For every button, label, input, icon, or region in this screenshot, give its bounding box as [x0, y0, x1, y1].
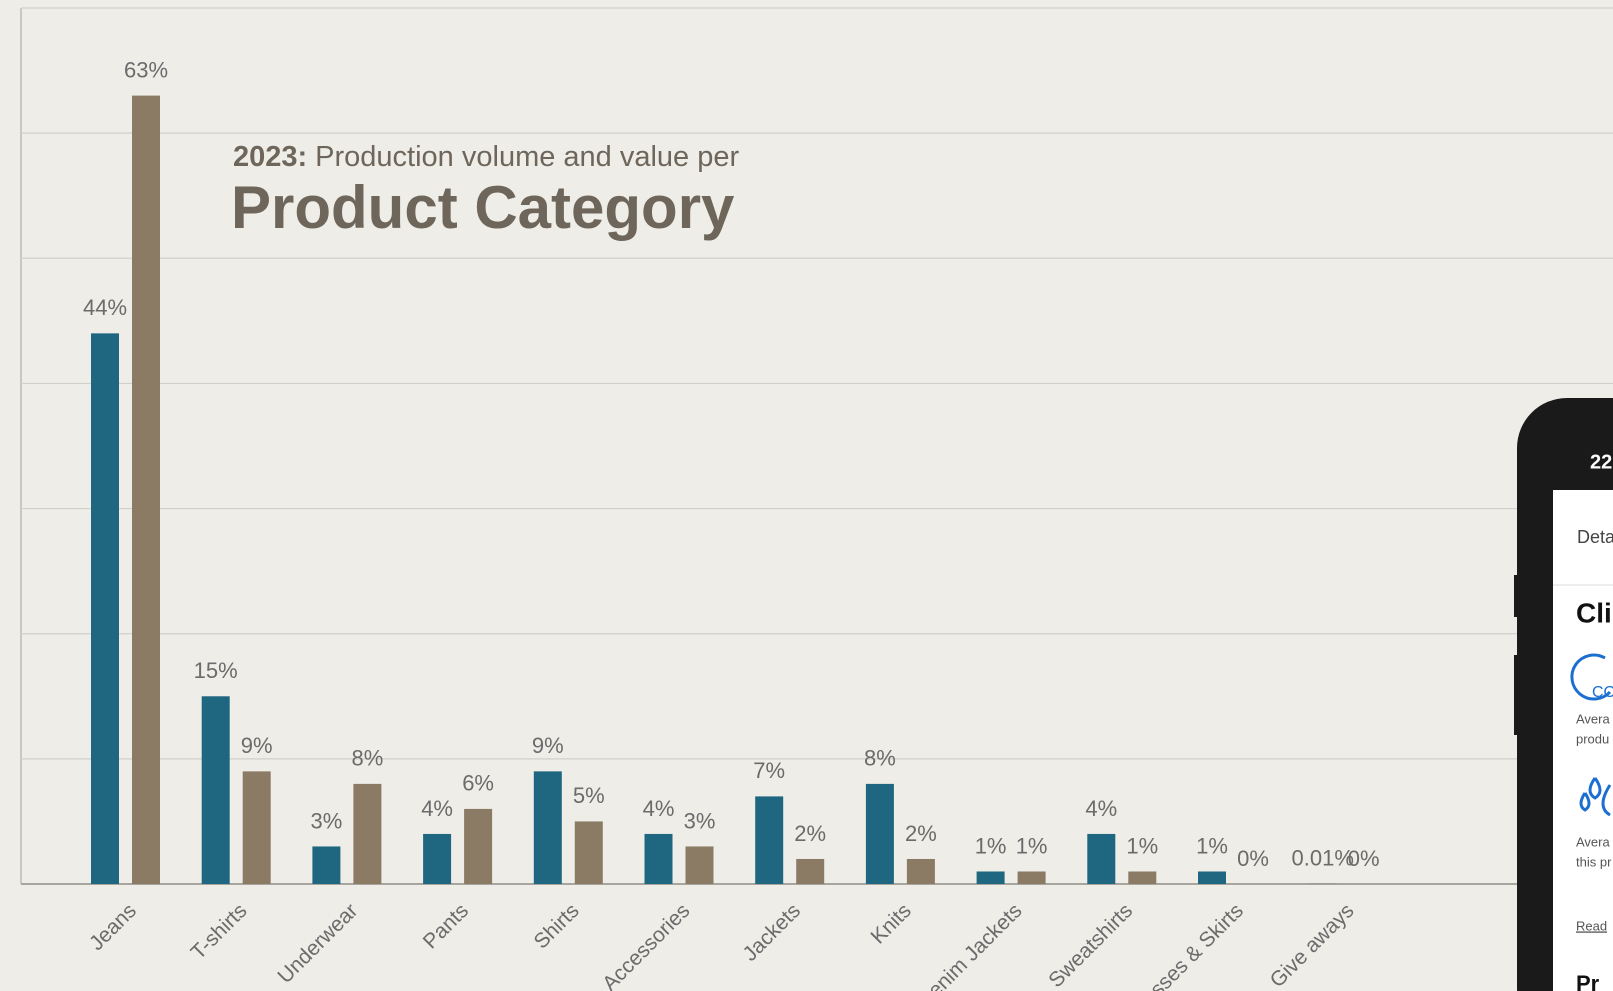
bar	[865, 783, 894, 884]
value-label: 7%	[753, 758, 785, 783]
phone-time: 22	[1590, 451, 1612, 473]
bar	[1128, 871, 1157, 884]
value-label: 1%	[1196, 833, 1228, 858]
phone-button	[1514, 655, 1520, 735]
co2-icon	[1570, 653, 1612, 701]
phone-link[interactable]: Read	[1576, 918, 1607, 933]
value-label: 2%	[905, 821, 937, 846]
bar	[353, 783, 382, 884]
bar	[132, 95, 160, 885]
phone-text: Avera	[1576, 711, 1610, 726]
bar	[1198, 871, 1226, 884]
phone-heading: Pr	[1576, 971, 1600, 991]
value-label: 0%	[1237, 846, 1269, 871]
value-label: 8%	[352, 746, 384, 771]
subtitle: 2023: Production volume and value per	[233, 141, 739, 173]
bar	[574, 821, 603, 884]
bar	[242, 771, 271, 884]
value-label: 8%	[864, 746, 896, 771]
value-label: 9%	[241, 733, 273, 758]
bar	[423, 833, 452, 884]
value-label: 6%	[462, 771, 494, 796]
title-prefix: 2023:	[233, 141, 307, 173]
bar	[1017, 871, 1046, 884]
value-label: 4%	[421, 796, 453, 821]
subtitle-text: Production volume and value per	[315, 141, 739, 173]
value-label: 1%	[975, 833, 1007, 858]
bar	[685, 846, 714, 884]
phone-text: produ	[1576, 731, 1609, 746]
bar	[91, 333, 119, 884]
phone-text: Avera	[1576, 834, 1610, 849]
phone-mockup: 22 Deta Cli CO Avera produ Avera this pr…	[1514, 398, 1613, 991]
value-label: 5%	[573, 783, 605, 808]
bar	[976, 871, 1005, 884]
bar	[312, 846, 341, 884]
phone-heading: Cli	[1576, 597, 1612, 628]
value-label: 1%	[1016, 833, 1048, 858]
bar	[533, 771, 562, 884]
value-label: 3%	[311, 808, 343, 833]
phone-button	[1514, 575, 1520, 617]
chart-title: Product Category	[231, 174, 735, 241]
value-label: 1%	[1126, 833, 1158, 858]
bar	[906, 858, 935, 884]
phone-icon-text: CO	[1592, 684, 1613, 701]
value-label: 44%	[83, 295, 127, 320]
value-label: 4%	[1085, 796, 1117, 821]
value-label: 4%	[643, 796, 675, 821]
value-label: 15%	[194, 658, 238, 683]
value-label: 2%	[794, 821, 826, 846]
value-label: 9%	[532, 733, 564, 758]
bar	[464, 808, 493, 884]
value-label: 0.01%	[1292, 846, 1354, 871]
value-label: 63%	[124, 57, 168, 82]
value-label: 3%	[684, 808, 716, 833]
water-icon	[1579, 777, 1612, 817]
bar	[1087, 833, 1116, 884]
phone-tab: Deta	[1577, 527, 1613, 547]
phone-screen	[1553, 490, 1613, 991]
bar	[755, 796, 784, 884]
bar	[796, 858, 825, 884]
bar	[201, 696, 230, 884]
phone-text: this pr	[1576, 854, 1612, 869]
value-label: 0%	[1348, 846, 1380, 871]
bar	[644, 833, 673, 884]
